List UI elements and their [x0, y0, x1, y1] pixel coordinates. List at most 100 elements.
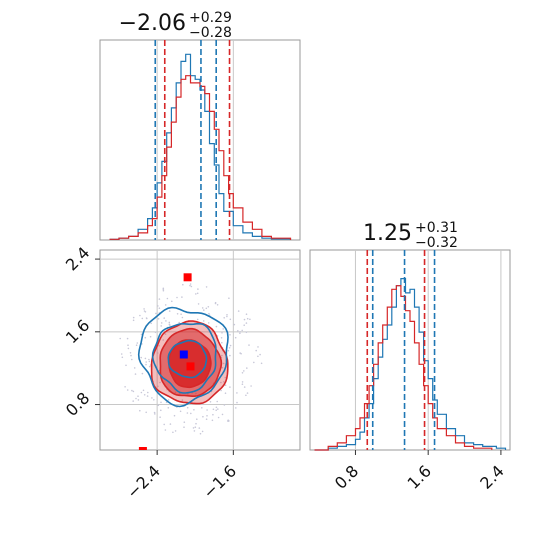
title-param2-minus: −0.32 — [415, 235, 458, 251]
joint-marker-red-3 — [138, 447, 147, 450]
joint-scatter-point — [151, 397, 153, 399]
joint-scatter-point — [134, 373, 137, 375]
joint-series-a-contour-2 — [151, 322, 217, 394]
joint-scatter-point — [137, 399, 140, 401]
joint-series-a-contour-1 — [137, 306, 229, 408]
joint-scatter-point — [216, 400, 218, 403]
joint-scatter-point — [182, 283, 184, 286]
joint-scatter-point — [190, 285, 193, 288]
joint-x-ticks: −2.4 −1.6 — [123, 450, 240, 502]
joint-scatter-point — [259, 353, 261, 356]
joint-scatter-point — [181, 296, 183, 298]
joint-scatter-point — [207, 306, 210, 308]
joint-scatter-point — [241, 372, 244, 374]
joint-scatter-point — [143, 310, 146, 312]
joint-scatter-point — [132, 319, 135, 322]
joint-scatter-point — [145, 363, 147, 366]
joint-scatter-point — [229, 386, 231, 388]
joint-scatter-point — [236, 401, 238, 404]
joint-scatter-point — [249, 318, 251, 321]
joint-scatter-point — [224, 384, 227, 387]
joint-scatter-point — [145, 317, 148, 319]
joint-scatter-point — [229, 334, 231, 336]
joint-scatter-point — [144, 336, 147, 339]
joint-scatter-point — [241, 329, 243, 332]
joint-scatter-point — [181, 399, 184, 401]
joint-marker-red-1 — [186, 362, 195, 371]
joint-scatter-point — [260, 362, 263, 365]
joint-scatter-point — [199, 432, 202, 435]
joint-scatter-point — [205, 307, 208, 310]
joint-scatter-point — [201, 407, 203, 409]
joint-scatter-point — [167, 407, 170, 409]
joint-scatter-point — [197, 288, 199, 290]
p2-x-tick-label-2: 2.4 — [476, 461, 507, 492]
joint-scatter-point — [129, 352, 132, 354]
joint-scatter-point — [240, 352, 242, 355]
joint-scatter-point — [245, 313, 248, 316]
joint-scatter-point — [220, 381, 222, 384]
joint-scatter-point — [226, 314, 228, 316]
joint-scatter-point — [145, 411, 147, 414]
joint-scatter-point — [194, 426, 197, 429]
joint-scatter-point — [229, 354, 231, 357]
joint-scatter-point — [140, 333, 143, 336]
joint-scatter-point — [167, 399, 170, 401]
joint-scatter-point — [163, 317, 165, 319]
joint-y-ticks: 0.8 1.6 2.4 — [62, 243, 100, 420]
joint-scatter-point — [179, 410, 182, 413]
joint-scatter-point — [206, 415, 208, 417]
joint-scatter-point — [245, 394, 247, 397]
joint-scatter-point — [201, 430, 204, 433]
joint-scatter-point — [243, 370, 245, 372]
joint-scatter-point — [224, 376, 227, 379]
joint-scatter-point — [246, 367, 248, 369]
joint-scatter-point — [157, 385, 159, 388]
joint-scatter-point — [141, 372, 144, 375]
joint-scatter-point — [159, 381, 161, 384]
joint-scatter-point — [176, 313, 179, 315]
joint-scatter-point — [140, 391, 143, 394]
joint-scatter-point — [224, 392, 227, 395]
title-param1-minus: −0.28 — [189, 25, 232, 41]
joint-scatter-point — [227, 349, 230, 352]
joint-scatter-point — [243, 386, 246, 388]
p2-x-tick-label-1: 1.6 — [404, 461, 435, 492]
joint-scatter-point — [220, 337, 223, 339]
joint-scatter-point — [226, 315, 228, 318]
p2-hist-series-a — [314, 278, 507, 451]
histogram-param2-marks — [314, 250, 507, 451]
joint-series-a-contour-3 — [167, 339, 208, 379]
joint-scatter-point — [214, 302, 217, 305]
joint-scatter-point — [221, 341, 223, 344]
joint-scatter-point — [162, 287, 165, 290]
joint-scatter-point — [148, 365, 151, 368]
joint-scatter-point — [223, 381, 225, 383]
joint-scatter-point — [160, 325, 162, 327]
joint-scatter-point — [189, 283, 192, 285]
joint-y-tick-label-2: 2.4 — [62, 243, 93, 274]
joint-scatter-point — [144, 357, 147, 360]
joint-scatter-point — [201, 307, 204, 309]
joint-scatter-point — [121, 356, 124, 359]
joint-scatter-point — [245, 331, 248, 334]
joint-scatter-point — [227, 420, 229, 422]
joint-scatter-point — [257, 355, 259, 358]
joint-scatter-point — [165, 401, 168, 404]
joint-scatter-point — [183, 421, 186, 424]
joint-scatter-point — [237, 330, 239, 332]
joint-scatter-point — [207, 322, 210, 324]
joint-scatter-point — [139, 314, 141, 317]
joint-scatter-point — [136, 342, 139, 344]
joint-scatter-point — [126, 337, 129, 340]
joint-scatter-point — [124, 386, 126, 388]
title-param1-plus: +0.29 — [189, 10, 232, 26]
joint-scatter-point — [215, 409, 217, 412]
joint-scatter-point — [241, 383, 244, 386]
joint-scatter-point — [176, 296, 178, 299]
histogram-param2-panel: 0.8 1.6 2.4 1.25 +0.31 −0.32 — [309, 220, 511, 493]
joint-scatter-point — [147, 391, 149, 394]
joint-scatter-point — [154, 331, 157, 334]
joint-scatter-point — [237, 310, 240, 312]
joint-scatter-point — [126, 389, 129, 391]
